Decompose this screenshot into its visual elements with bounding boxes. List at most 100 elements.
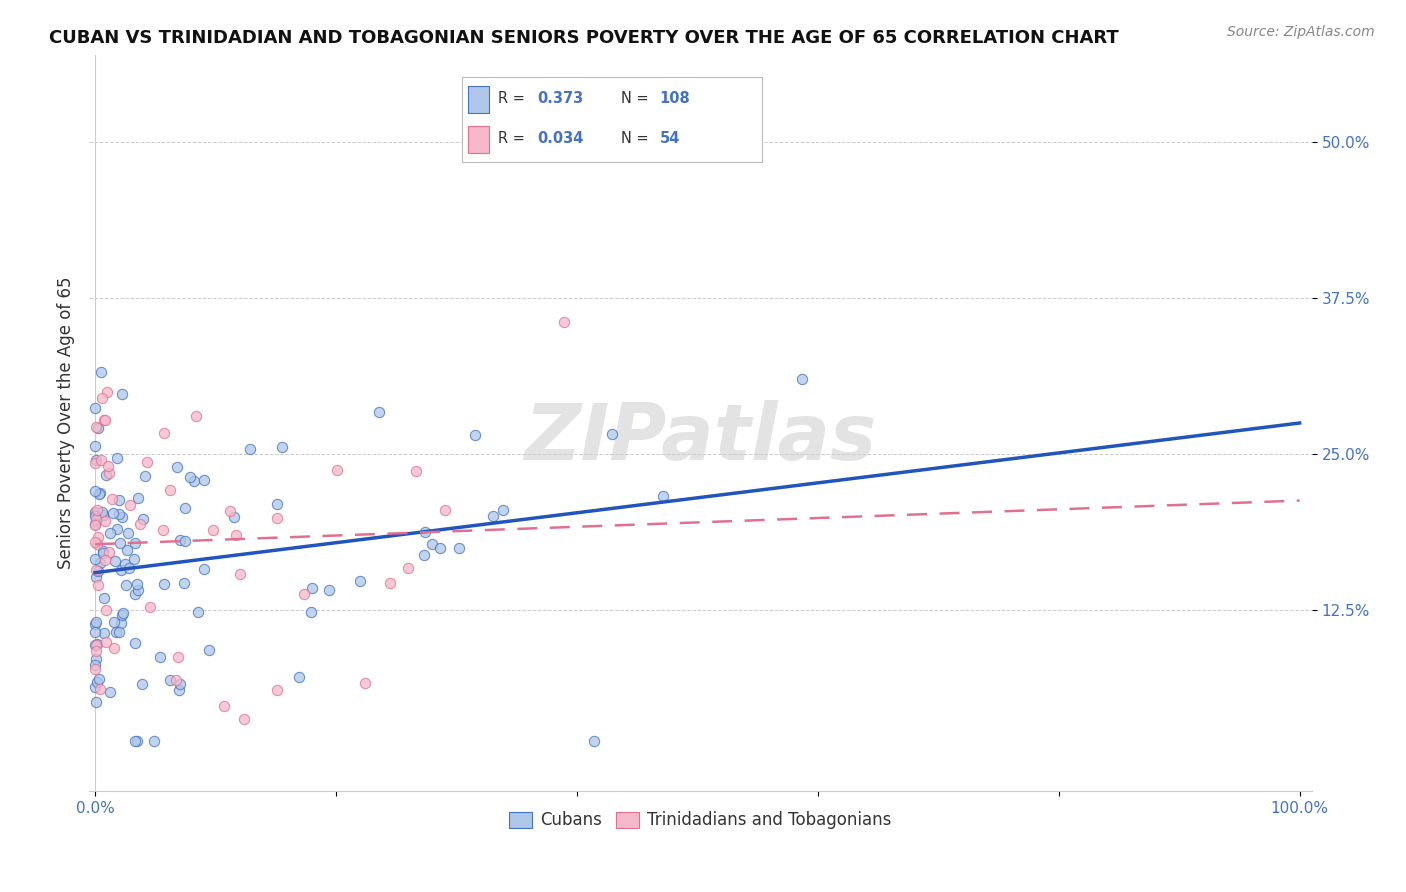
Point xyxy=(98,526,121,541)
Point xyxy=(84,514,107,528)
Point xyxy=(118,498,141,512)
Point xyxy=(218,504,240,518)
Point xyxy=(91,505,114,519)
Point xyxy=(202,524,225,538)
Point xyxy=(124,636,146,650)
Point xyxy=(84,508,107,523)
Point xyxy=(84,638,107,652)
Point xyxy=(84,512,107,526)
Point xyxy=(136,455,159,469)
Point xyxy=(84,439,107,453)
Point xyxy=(152,425,174,440)
Point xyxy=(110,535,132,549)
Point xyxy=(93,413,115,427)
Point xyxy=(111,509,134,524)
Point xyxy=(131,511,153,525)
Point xyxy=(96,635,118,649)
Point xyxy=(94,603,117,617)
Point xyxy=(114,578,136,592)
Text: ZIPatlas: ZIPatlas xyxy=(524,400,876,476)
Point xyxy=(89,673,111,687)
Point xyxy=(103,641,125,656)
Legend: Cubans, Trinidadians and Tobagonians: Cubans, Trinidadians and Tobagonians xyxy=(502,805,898,836)
Point xyxy=(266,511,288,525)
Point xyxy=(173,575,195,590)
Point xyxy=(84,643,107,657)
Point xyxy=(378,576,401,591)
Point xyxy=(353,675,375,690)
Point xyxy=(153,577,176,591)
Point xyxy=(86,637,108,651)
Point xyxy=(326,463,349,477)
Text: CUBAN VS TRINIDADIAN AND TOBAGONIAN SENIORS POVERTY OVER THE AGE OF 65 CORRELATI: CUBAN VS TRINIDADIAN AND TOBAGONIAN SENI… xyxy=(49,29,1119,46)
Point xyxy=(84,638,107,652)
Point xyxy=(84,570,107,584)
Point xyxy=(114,557,136,571)
Point xyxy=(87,565,110,579)
Point xyxy=(294,587,316,601)
Point xyxy=(125,577,148,591)
Point xyxy=(93,626,115,640)
Point xyxy=(111,607,134,622)
Point xyxy=(225,528,247,542)
Point xyxy=(159,483,181,498)
Point xyxy=(84,484,107,499)
Point xyxy=(93,413,115,427)
Point xyxy=(87,421,110,435)
Point xyxy=(152,523,174,537)
Point xyxy=(110,563,132,577)
Point xyxy=(108,493,131,508)
Point xyxy=(84,616,107,631)
Point xyxy=(98,545,121,559)
Point xyxy=(87,577,110,591)
Point xyxy=(97,459,120,474)
Point xyxy=(405,464,427,478)
Point xyxy=(84,680,107,694)
Point xyxy=(167,683,190,698)
Point xyxy=(167,650,190,665)
Point xyxy=(84,517,107,532)
Point xyxy=(127,491,149,505)
Point xyxy=(93,591,115,606)
Point xyxy=(84,517,107,532)
Point xyxy=(117,525,139,540)
Point xyxy=(91,508,114,522)
Point xyxy=(197,643,219,657)
Point xyxy=(184,409,207,423)
Point xyxy=(108,624,131,639)
Point xyxy=(582,734,605,748)
Point xyxy=(420,537,443,551)
Point xyxy=(84,420,107,434)
Point xyxy=(94,514,117,528)
Point xyxy=(111,606,134,620)
Point xyxy=(183,475,205,489)
Point xyxy=(84,552,107,566)
Point xyxy=(143,734,166,748)
Point xyxy=(115,543,138,558)
Point xyxy=(93,552,115,566)
Point xyxy=(124,734,146,748)
Point xyxy=(492,503,515,517)
Point xyxy=(108,507,131,521)
Point xyxy=(89,682,111,697)
Point xyxy=(84,657,107,672)
Point xyxy=(179,469,201,483)
Point xyxy=(131,677,153,691)
Point xyxy=(187,605,209,619)
Point xyxy=(84,457,107,471)
Point xyxy=(266,683,288,698)
Point xyxy=(105,450,128,465)
Point xyxy=(367,405,389,419)
Point xyxy=(169,677,191,691)
Point xyxy=(169,533,191,547)
Point xyxy=(166,460,188,475)
Point xyxy=(449,541,471,556)
Point xyxy=(97,467,120,481)
Point xyxy=(159,673,181,687)
Point xyxy=(124,587,146,601)
Point xyxy=(104,624,127,639)
Point xyxy=(139,599,162,614)
Point xyxy=(270,440,292,454)
Point xyxy=(118,560,141,574)
Point xyxy=(90,365,112,379)
